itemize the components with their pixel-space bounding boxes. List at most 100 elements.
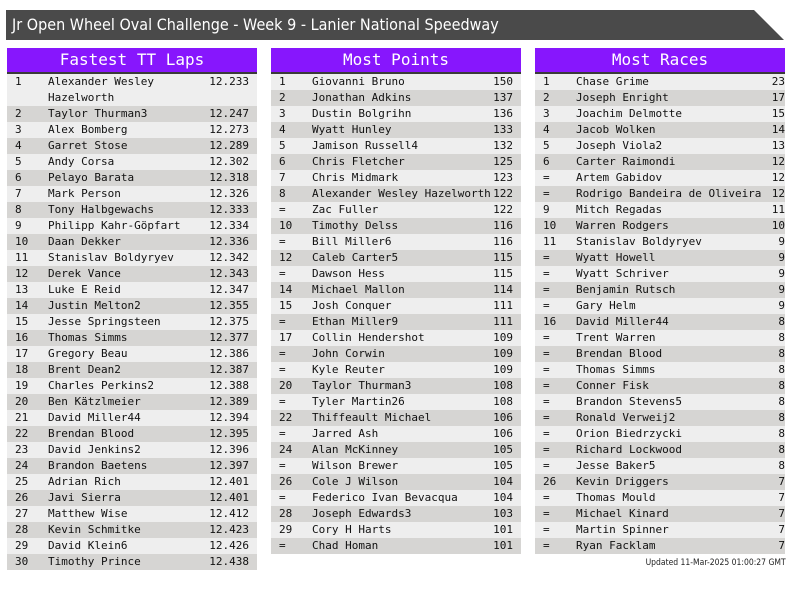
table-row: 15 Josh Conquer 111 [271, 298, 521, 314]
name: Adrian Rich [48, 475, 121, 488]
table-row: 28 Joseph Edwards3 103 [271, 506, 521, 522]
value: 12.326 [209, 187, 249, 200]
value: 12.401 [209, 491, 249, 504]
table-row: = Kyle Reuter 109 [271, 362, 521, 378]
rank: 23 [15, 443, 29, 456]
table-row: 7 Chris Midmark 123 [271, 170, 521, 186]
value: 12.289 [209, 139, 249, 152]
value: 109 [493, 331, 513, 344]
rank: = [279, 347, 286, 360]
name: Tony Halbgewachs [48, 203, 154, 216]
value: 136 [493, 107, 513, 120]
rank: 29 [15, 539, 29, 552]
table-row: 16 David Miller44 8 [535, 314, 785, 330]
rank: 25 [15, 475, 29, 488]
rank: 15 [15, 315, 29, 328]
value: 14 [771, 123, 785, 136]
table-row: 22 Brendan Blood 12.395 [7, 426, 257, 442]
rank: 7 [15, 187, 22, 200]
table-row: 1 Giovanni Bruno 150 [271, 74, 521, 90]
name: Joachim Delmotte [576, 107, 682, 120]
value: 12.273 [209, 123, 249, 136]
table-row: 11 Stanislav Boldyryev 12.342 [7, 250, 257, 266]
value: 109 [493, 363, 513, 376]
rank: 4 [543, 123, 550, 136]
table-row: 17 Collin Hendershot 109 [271, 330, 521, 346]
table-row: 26 Javi Sierra 12.401 [7, 490, 257, 506]
name: Jonathan Adkins [312, 91, 412, 104]
value: 11 [771, 203, 785, 216]
value: 125 [493, 155, 513, 168]
value: 12.318 [209, 171, 249, 184]
rank: 2 [279, 91, 286, 104]
table-row: 14 Michael Mallon 114 [271, 282, 521, 298]
name: Martin Spinner [576, 523, 669, 536]
table-row: 17 Gregory Beau 12.386 [7, 346, 257, 362]
rank: 6 [279, 155, 286, 168]
rank: 26 [543, 475, 557, 488]
value: 12.388 [209, 379, 249, 392]
name: Ryan Facklam [576, 539, 656, 552]
rank: 28 [15, 523, 29, 536]
name: Orion Biedrzycki [576, 427, 682, 440]
name: Thiffeault Michael [312, 411, 432, 424]
value: 109 [493, 347, 513, 360]
table-row: = Conner Fisk 8 [535, 378, 785, 394]
rank: = [543, 299, 550, 312]
name: Chris Fletcher [312, 155, 405, 168]
value: 12 [771, 155, 785, 168]
name: Jesse Baker5 [576, 459, 656, 472]
table-heading: Most Points [271, 48, 521, 74]
rank: = [543, 507, 550, 520]
most-points-table: Most Points 1 Giovanni Bruno 150 2 Jonathan … [271, 48, 521, 554]
value: 12.336 [209, 235, 249, 248]
value: 132 [493, 139, 513, 152]
table-row: = Jesse Baker5 8 [535, 458, 785, 474]
rank: 4 [15, 139, 22, 152]
rank: 2 [543, 91, 550, 104]
name: Jacob Wolken [576, 123, 656, 136]
name: Timothy Prince [48, 555, 141, 568]
rank: = [543, 251, 550, 264]
table-row: 4 Garret Stose 12.289 [7, 138, 257, 154]
value: 111 [493, 299, 513, 312]
name: Wilson Brewer [312, 459, 399, 472]
table-row: 6 Carter Raimondi 12 [535, 154, 785, 170]
value: 9 [778, 251, 785, 264]
value: 12.395 [209, 427, 249, 440]
value: 12.302 [209, 155, 249, 168]
value: 123 [493, 171, 513, 184]
rank: 1 [279, 75, 286, 88]
rank: 30 [15, 555, 29, 568]
table-row: 6 Pelayo Barata 12.318 [7, 170, 257, 186]
table-row: 27 Matthew Wise 12.412 [7, 506, 257, 522]
rank: = [279, 427, 286, 440]
table-row: = Gary Helm 9 [535, 298, 785, 314]
name: Derek Vance [48, 267, 121, 280]
rank: 11 [15, 251, 29, 264]
name: Josh Conquer [312, 299, 392, 312]
table-row: 10 Warren Rodgers 10 [535, 218, 785, 234]
value: 116 [493, 235, 513, 248]
name: Daan Dekker [48, 235, 121, 248]
value: 111 [493, 315, 513, 328]
rank: 26 [279, 475, 293, 488]
value: 9 [778, 235, 785, 248]
table-heading: Most Races [535, 48, 785, 74]
table-row: = Jarred Ash 106 [271, 426, 521, 442]
value: 12.342 [209, 251, 249, 264]
value: 23 [771, 75, 785, 88]
name: Taylor Thurman3 [312, 379, 412, 392]
name: Stanislav Boldyryev [48, 251, 174, 264]
rank: = [543, 427, 550, 440]
most-races-table: Most Races 1 Chase Grime 23 2 Joseph Enright… [535, 48, 785, 554]
table-row: 2 Joseph Enright 17 [535, 90, 785, 106]
rank: 20 [15, 395, 29, 408]
name: Brendan Blood [48, 427, 135, 440]
rank: 2 [15, 107, 22, 120]
rank: = [279, 491, 286, 504]
table-row: 28 Kevin Schmitke 12.423 [7, 522, 257, 538]
rank: 11 [543, 235, 557, 248]
rank: 3 [15, 123, 22, 136]
name: Matthew Wise [48, 507, 128, 520]
